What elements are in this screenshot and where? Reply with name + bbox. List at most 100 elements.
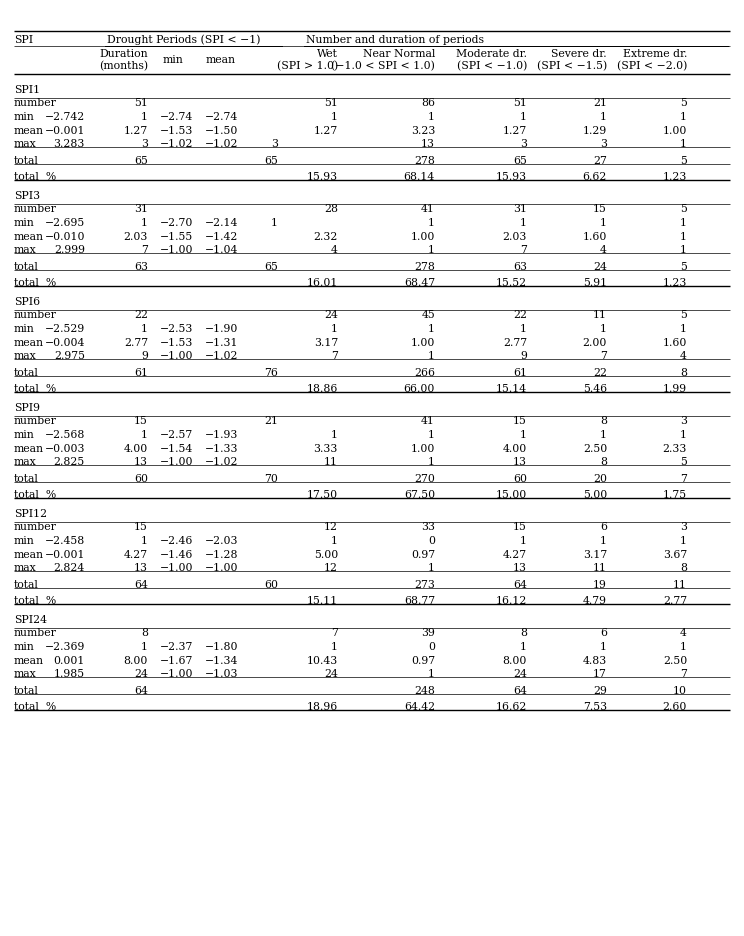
Text: 1: 1 [520,642,527,652]
Text: 1.75: 1.75 [663,490,687,500]
Text: 1: 1 [428,351,435,361]
Text: 8.00: 8.00 [503,655,527,665]
Text: 33: 33 [421,522,435,533]
Text: 4: 4 [680,628,687,638]
Text: −1.90: −1.90 [205,324,238,334]
Text: −2.70: −2.70 [160,218,193,228]
Text: 2.77: 2.77 [503,338,527,347]
Text: 15: 15 [134,417,148,427]
Text: 248: 248 [414,685,435,695]
Text: 51: 51 [324,98,338,109]
Text: 7: 7 [331,351,338,361]
Text: −1.46: −1.46 [160,549,193,560]
Text: SPI9: SPI9 [14,403,40,413]
Text: 17.50: 17.50 [307,490,338,500]
Text: 31: 31 [513,204,527,214]
Text: 1: 1 [428,112,435,122]
Text: 5.91: 5.91 [583,278,607,288]
Text: 1: 1 [428,324,435,334]
Text: 9: 9 [520,351,527,361]
Text: SPI: SPI [14,35,33,45]
Text: Moderate dr.
(SPI < −1.0): Moderate dr. (SPI < −1.0) [456,49,527,71]
Text: 3.67: 3.67 [663,549,687,560]
Text: 1: 1 [331,324,338,334]
Text: −1.00: −1.00 [159,457,193,467]
Text: 0.97: 0.97 [411,549,435,560]
Text: −2.14: −2.14 [205,218,238,228]
Text: 67.50: 67.50 [404,490,435,500]
Text: 278: 278 [414,155,435,166]
Text: 15.11: 15.11 [307,596,338,606]
Text: 3: 3 [600,139,607,149]
Text: total  %: total % [14,702,57,712]
Text: 19: 19 [593,579,607,590]
Text: 18.86: 18.86 [307,384,338,394]
Text: 3: 3 [141,139,148,149]
Text: 28: 28 [324,204,338,214]
Text: 1: 1 [680,112,687,122]
Text: 6: 6 [600,522,607,533]
Text: max: max [14,563,36,573]
Text: 1: 1 [600,430,607,440]
Text: −2.695: −2.695 [45,218,85,228]
Text: SPI24: SPI24 [14,615,47,625]
Text: 7.53: 7.53 [583,702,607,712]
Text: number: number [14,628,57,638]
Text: −0.004: −0.004 [45,338,85,347]
Text: 15: 15 [513,417,527,427]
Text: 51: 51 [134,98,148,109]
Text: −0.003: −0.003 [45,444,85,454]
Text: 1: 1 [428,669,435,679]
Text: 64.42: 64.42 [404,702,435,712]
Text: −1.31: −1.31 [205,338,238,347]
Text: −1.00: −1.00 [159,351,193,361]
Text: −1.02: −1.02 [205,139,238,149]
Text: mean: mean [205,55,236,65]
Text: 1: 1 [600,324,607,334]
Text: mean: mean [14,444,44,454]
Text: 1: 1 [141,112,148,122]
Text: 4: 4 [331,245,338,255]
Text: −2.37: −2.37 [160,642,193,652]
Text: 3: 3 [271,139,278,149]
Text: 4.79: 4.79 [583,596,607,606]
Text: 7: 7 [680,474,687,484]
Text: 11: 11 [673,579,687,590]
Text: −1.02: −1.02 [205,457,238,467]
Text: 7: 7 [520,245,527,255]
Text: 7: 7 [141,245,148,255]
Text: 61: 61 [513,368,527,377]
Text: 12: 12 [324,563,338,573]
Text: min: min [14,430,35,440]
Text: 1: 1 [520,324,527,334]
Text: 60: 60 [264,579,278,590]
Text: 16.62: 16.62 [496,702,527,712]
Text: 76: 76 [264,368,278,377]
Text: 1: 1 [428,457,435,467]
Text: 70: 70 [264,474,278,484]
Text: −1.04: −1.04 [205,245,238,255]
Text: 15: 15 [513,522,527,533]
Text: −1.02: −1.02 [159,139,193,149]
Text: min: min [14,218,35,228]
Text: 4.27: 4.27 [124,549,148,560]
Text: 1: 1 [141,324,148,334]
Text: −2.529: −2.529 [45,324,85,334]
Text: 11: 11 [593,563,607,573]
Text: 21: 21 [593,98,607,109]
Text: min: min [14,642,35,652]
Text: 4: 4 [680,351,687,361]
Text: 1: 1 [600,642,607,652]
Text: 2.824: 2.824 [54,563,85,573]
Text: 2.77: 2.77 [124,338,148,347]
Text: 1: 1 [520,112,527,122]
Text: 3.23: 3.23 [411,125,435,136]
Text: 4.00: 4.00 [503,444,527,454]
Text: 1: 1 [331,536,338,546]
Text: 1.985: 1.985 [54,669,85,679]
Text: −1.00: −1.00 [205,563,238,573]
Text: 15: 15 [134,522,148,533]
Text: total: total [14,474,39,484]
Text: −1.53: −1.53 [160,338,193,347]
Text: 3: 3 [680,417,687,427]
